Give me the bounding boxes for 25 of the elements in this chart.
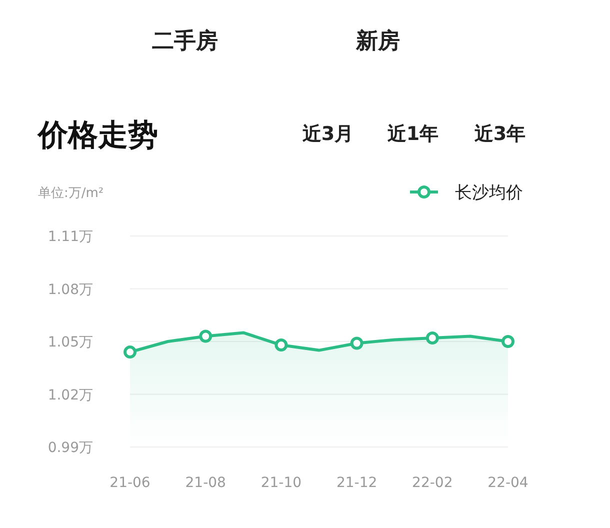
y-tick-label: 1.02万 xyxy=(48,387,93,404)
chart-title: 价格走势 xyxy=(36,118,158,153)
point xyxy=(199,330,212,343)
y-tick-label: 0.99万 xyxy=(48,440,93,456)
text: 近1年 xyxy=(386,123,439,145)
point xyxy=(350,336,364,350)
text: 二手房 xyxy=(152,28,218,54)
text: 近3月 xyxy=(301,123,354,145)
x-tick-label: 22-02 xyxy=(412,475,453,491)
y-tick-label: 1.05万 xyxy=(48,334,93,350)
point xyxy=(274,338,288,352)
y-axis-title: 单位:万/m² xyxy=(38,186,104,201)
text: 新房 xyxy=(355,28,400,54)
x-tick-label: 21-10 xyxy=(260,475,302,491)
y-tick-label: 1.08万 xyxy=(48,282,93,298)
x-tick-label: 22-04 xyxy=(488,475,528,491)
x-tick-label: 21-06 xyxy=(110,475,150,491)
point xyxy=(502,335,514,348)
point xyxy=(426,331,439,344)
text: 近3年 xyxy=(473,123,526,145)
point xyxy=(124,346,136,359)
x-tick-label: 21-08 xyxy=(185,475,226,491)
x-tick-label: 21-12 xyxy=(336,475,378,491)
y-tick-label: 1.11万 xyxy=(48,229,93,245)
legend-label: 长沙均价 xyxy=(455,183,523,203)
